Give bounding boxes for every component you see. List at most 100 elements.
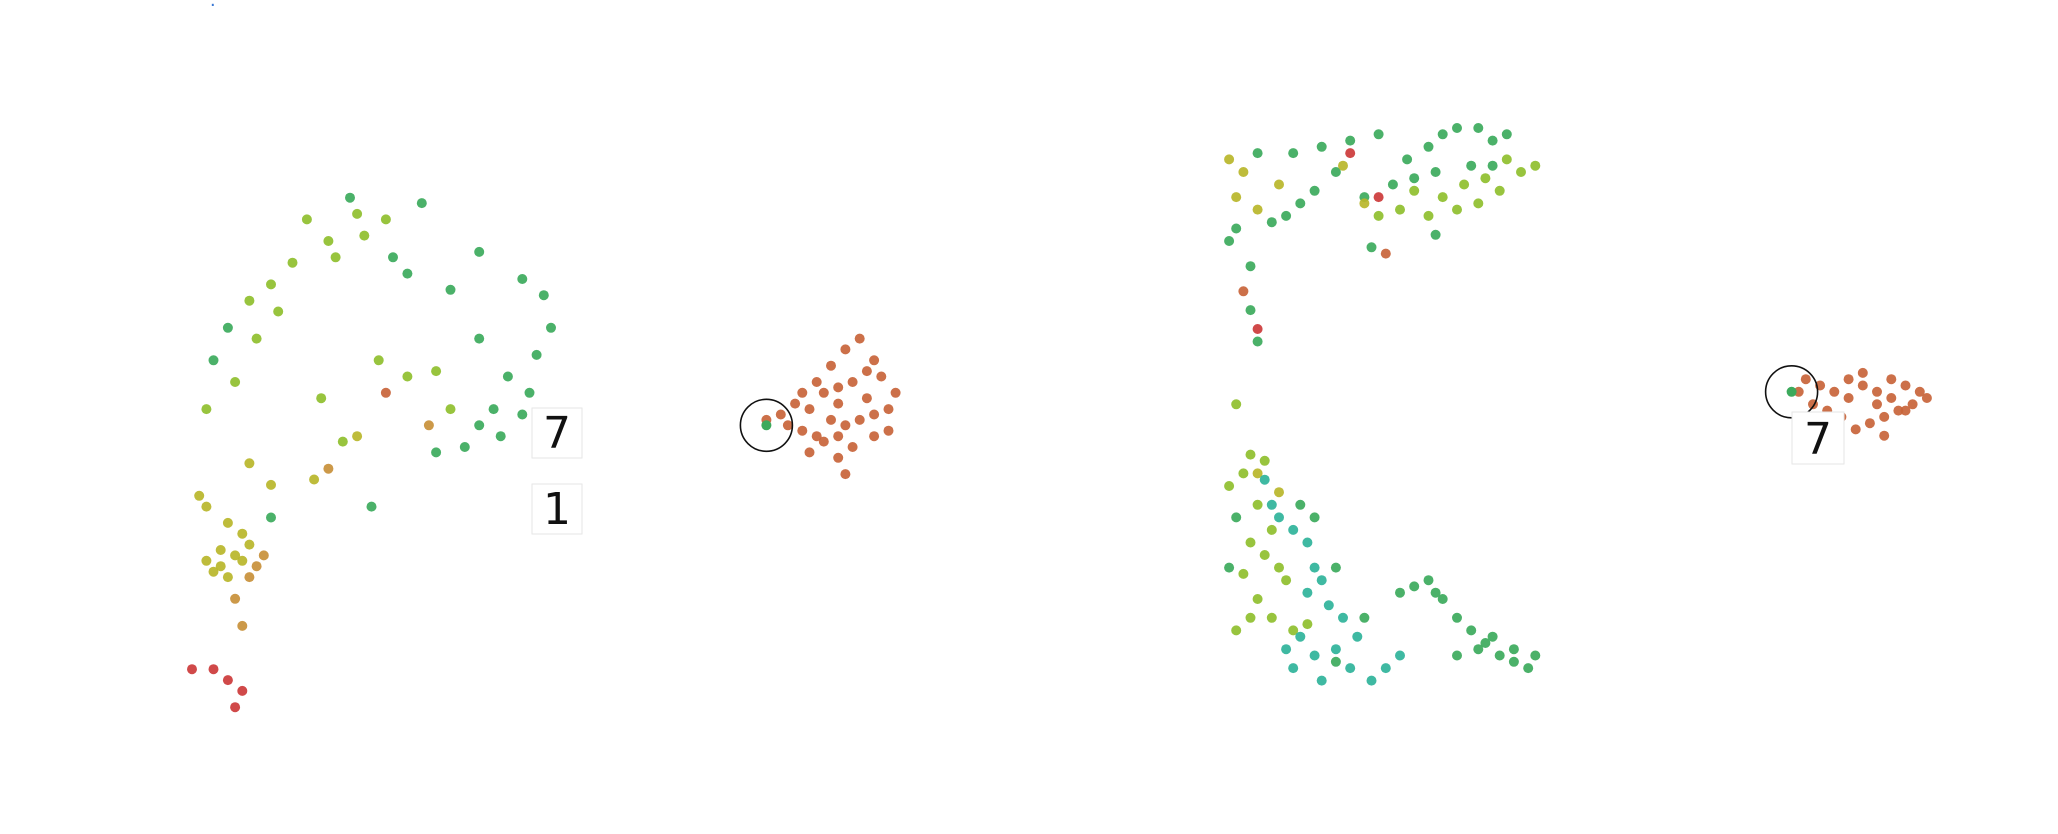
scatter-point [1494, 185, 1505, 196]
scatter-point [1266, 217, 1277, 228]
digit-thumbnail-seven-right: 7 [1791, 411, 1845, 465]
scatter-point [1245, 305, 1256, 316]
scatter-point [1437, 192, 1448, 203]
scatter-point [323, 463, 334, 474]
thumbnail-digit: 1 [543, 484, 571, 535]
scatter-point [1872, 399, 1882, 410]
scatter-point [1921, 393, 1932, 403]
scatter-point [352, 431, 363, 442]
thumbnail-frame [531, 407, 583, 459]
scatter-point [811, 431, 822, 442]
thumbnail-digit: 7 [1804, 414, 1832, 465]
scatter-point [840, 469, 851, 480]
scatter-point [1224, 236, 1235, 246]
scatter-point [1452, 650, 1462, 661]
scatter-point [1907, 399, 1918, 410]
scatter-point [1231, 625, 1242, 636]
scatter-point [380, 214, 391, 225]
scatter-point [359, 230, 370, 241]
scatter-point [230, 593, 241, 604]
scatter-point [187, 664, 197, 675]
scatter-point [1359, 198, 1370, 209]
scatter-point [230, 550, 241, 561]
scatter-point [1452, 612, 1462, 623]
scatter-point [474, 333, 485, 344]
scatter-point [194, 490, 205, 501]
scatter-point [1843, 393, 1854, 403]
scatter-point [531, 349, 542, 360]
scatter-point [474, 246, 485, 257]
scatter-point [1316, 675, 1327, 686]
scatter-point [1508, 644, 1519, 655]
scatter-point [1245, 449, 1256, 460]
scatter-point [854, 333, 865, 344]
scatter-point [266, 512, 276, 523]
scatter-point [1302, 587, 1313, 598]
scatter-point [244, 572, 255, 583]
scatter-point [1245, 261, 1256, 272]
scatter-point [495, 431, 506, 442]
scatter-point [1231, 512, 1242, 523]
thumbnail-frame [531, 483, 583, 535]
scatter-point [266, 479, 276, 490]
scatter-point [1800, 374, 1811, 385]
scatter-point [244, 295, 255, 306]
scatter-point [1302, 537, 1313, 548]
scatter-point [833, 452, 844, 463]
scatter-point [1487, 631, 1498, 642]
scatter-point [1245, 612, 1256, 623]
scatter-point [1330, 644, 1341, 655]
scatter-point [1338, 160, 1348, 171]
scatter-point [782, 420, 793, 431]
scatter-point [1494, 650, 1505, 661]
scatter-point [1366, 675, 1377, 686]
scatter-point [1857, 380, 1868, 391]
scatter-point [1530, 160, 1541, 171]
scatter-point [1423, 141, 1434, 152]
scatter-point [876, 371, 887, 382]
scatter-point [474, 420, 485, 431]
scatter-point [847, 442, 858, 452]
scatter-point [1508, 656, 1519, 667]
scatter-point [366, 501, 377, 512]
scatter-point [1373, 192, 1384, 203]
digit-thumbnail-one-left: 1 [531, 483, 583, 535]
scatter-point [337, 436, 348, 447]
scatter-point [1437, 594, 1448, 604]
scatter-point [237, 528, 248, 539]
scatter-point [1793, 386, 1804, 397]
scatter-point [459, 442, 470, 452]
scatter-point [323, 236, 334, 246]
scatter-point [790, 398, 801, 409]
scatter-point [1224, 562, 1235, 573]
scatter-point [251, 333, 262, 344]
scatter-point [1829, 386, 1840, 397]
scatter-point [1530, 650, 1541, 661]
scatter-point [1274, 179, 1284, 190]
scatter-point [1893, 405, 1904, 416]
scatter-point [804, 404, 815, 415]
scatter-point [1395, 587, 1405, 598]
scatter-point [1843, 374, 1854, 385]
scatter-point [1309, 562, 1320, 573]
scatter-point [208, 664, 219, 675]
scatter-point [861, 366, 872, 377]
top-link-fragment[interactable]: . [210, 0, 216, 11]
scatter-point [1466, 160, 1477, 171]
scatter-point [208, 566, 219, 577]
scatter-point [201, 555, 212, 566]
scatter-point [1252, 468, 1263, 479]
scatter-point [1430, 167, 1441, 177]
scatter-point [1387, 179, 1398, 190]
scatter-point [1252, 594, 1263, 604]
scatter-point [797, 425, 808, 436]
scatter-point [1366, 242, 1377, 253]
scatter-point [1231, 192, 1242, 203]
scatter-point [222, 322, 233, 333]
scatter-point [230, 377, 241, 387]
thumbnail-digit: 7 [543, 408, 571, 459]
scatter-point [215, 561, 226, 572]
scatter-point [1252, 499, 1263, 510]
scatter-point [1380, 248, 1391, 259]
scatter-point [1345, 135, 1356, 146]
